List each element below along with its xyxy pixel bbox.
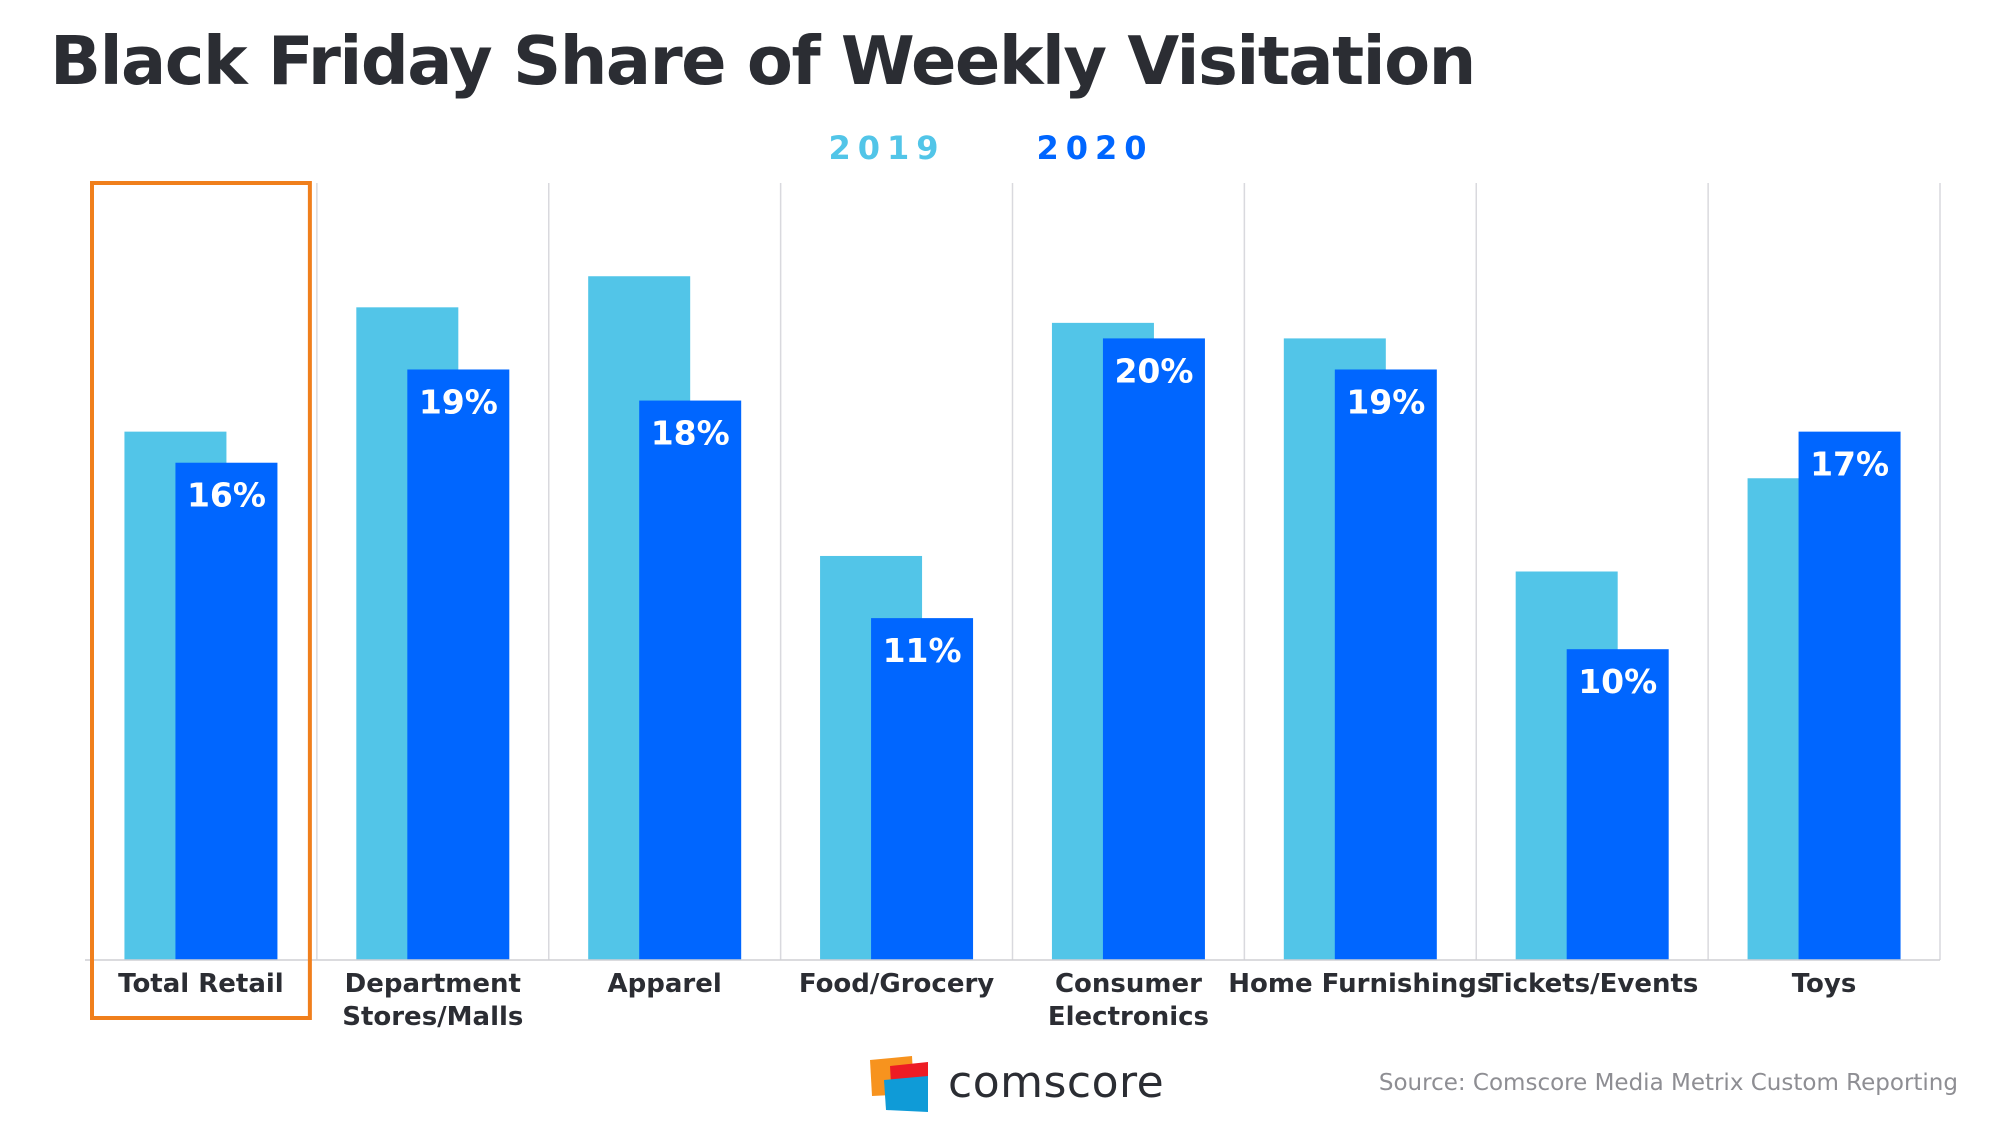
x-tick-label-tickets-events: Tickets/Events: [1486, 969, 1698, 999]
x-tick-label-total-retail: Total Retail: [118, 969, 284, 999]
bar-2020-total-retail: [175, 462, 278, 960]
value-label-consumer-electronics: 20%: [1114, 351, 1193, 390]
value-label-toys: 17%: [1810, 445, 1889, 484]
bar-2020-home-furnishings: [1334, 369, 1437, 961]
value-label-department-stores-malls: 19%: [419, 382, 498, 421]
chart-title: Black Friday Share of Weekly Visitation: [50, 22, 1476, 100]
bar-2020-food-grocery: [871, 618, 974, 960]
value-label-apparel: 18%: [651, 414, 730, 453]
source-note: Source: Comscore Media Metrix Custom Rep…: [1378, 1070, 1958, 1096]
legend-2019: 2019: [828, 129, 945, 167]
x-tick-label-home-furnishings: Home Furnishings: [1228, 969, 1492, 999]
x-tick-label-food-grocery: Food/Grocery: [799, 969, 994, 999]
value-label-total-retail: 16%: [187, 476, 266, 515]
bar-2020-department-stores-malls: [407, 369, 510, 961]
value-label-tickets-events: 10%: [1578, 662, 1657, 701]
value-label-home-furnishings: 19%: [1346, 382, 1425, 421]
x-tick-label-apparel: Apparel: [608, 969, 722, 999]
highlight-box-total-retail: [90, 181, 312, 1020]
value-label-food-grocery: 11%: [883, 631, 962, 670]
legend-2020: 2020: [1036, 129, 1153, 167]
bar-2020-tickets-events: [1566, 649, 1669, 960]
comscore-logo-icon: [870, 1056, 928, 1112]
comscore-logo-text: comscore: [948, 1057, 1165, 1108]
x-tick-label-department-stores-malls: Department Stores/Malls: [342, 969, 523, 1032]
x-tick-label-consumer-electronics: Consumer Electronics: [1048, 969, 1209, 1032]
x-tick-label-toys: Toys: [1792, 969, 1857, 999]
bar-2020-consumer-electronics: [1102, 338, 1205, 960]
bar-2020-apparel: [639, 400, 742, 960]
bar-2020-toys: [1798, 431, 1901, 960]
